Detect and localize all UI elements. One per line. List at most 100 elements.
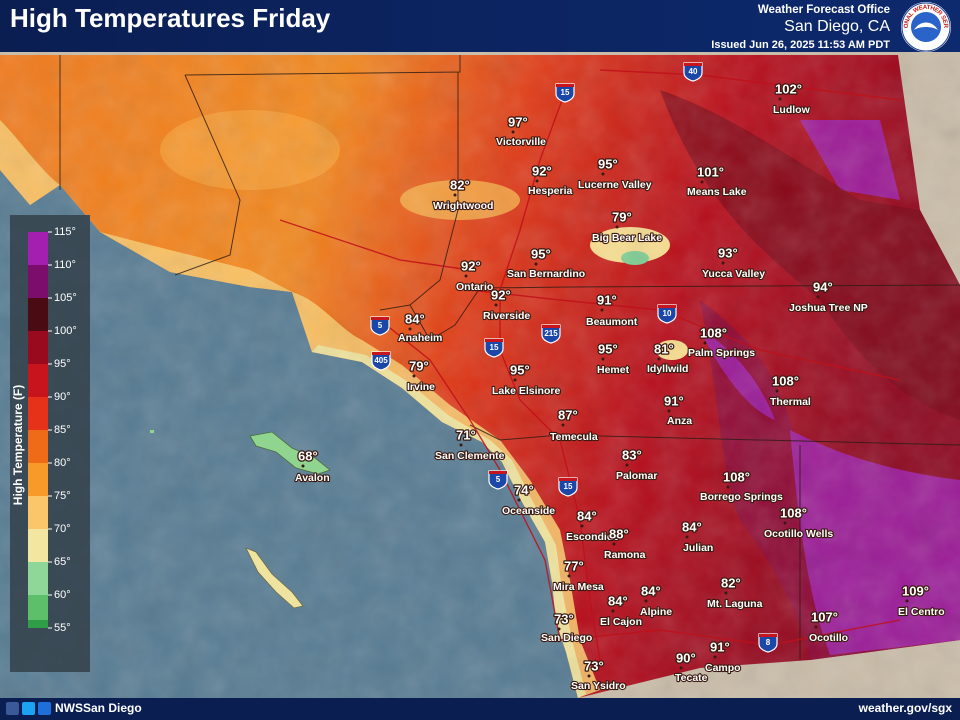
city-dot — [601, 172, 605, 176]
city: 79° Big Bear Lake — [591, 208, 663, 245]
city-dot — [679, 666, 683, 670]
city-temp: 73° — [584, 658, 604, 673]
highway-shield: 10 — [657, 304, 677, 324]
shield-shape — [484, 338, 504, 358]
city: 77° Mira Mesa — [552, 557, 605, 594]
shield-cap — [759, 634, 777, 637]
city: 83° Palomar — [615, 446, 659, 483]
twitter-icon — [22, 702, 35, 715]
legend-swatch — [28, 331, 48, 364]
shield-cap — [372, 352, 390, 355]
highway-shield: 5 — [370, 316, 390, 336]
city-temp: 84° — [405, 311, 425, 326]
shield-cap — [556, 84, 574, 87]
city: 107° Ocotillo — [808, 608, 849, 645]
city: 73° San Diego — [540, 610, 594, 645]
city-dot — [301, 464, 305, 468]
footer-website: weather.gov/sgx — [858, 701, 953, 715]
city: 74° Oceanside — [501, 481, 556, 518]
shield-shape — [555, 83, 575, 103]
city-name: Anza — [667, 415, 692, 427]
legend-label: 90° — [54, 391, 71, 403]
shield-shape — [758, 633, 778, 653]
city: 95° San Bernardino — [506, 245, 586, 281]
city-dot — [601, 357, 605, 361]
city-dot — [535, 179, 539, 183]
city-name: Idyllwild — [647, 363, 688, 375]
island-small — [150, 430, 154, 433]
shield-number: 15 — [564, 482, 573, 491]
footer-handle: NWSSan Diego — [55, 701, 142, 715]
legend: 115° 110° 105° 100° 95° 90° 85° 80° 75° 70° 65° 60°… — [28, 226, 77, 634]
city-name: Borrego Springs — [700, 491, 783, 503]
shield-number: 15 — [561, 88, 570, 97]
city-dot — [587, 674, 591, 678]
city-temp: 92° — [491, 287, 511, 302]
legend-swatch — [28, 232, 48, 265]
city-name: Mira Mesa — [553, 581, 604, 593]
city-dot — [775, 389, 779, 393]
city: 108° Palm Springs — [687, 324, 756, 360]
city-name: Wrightwood — [433, 200, 493, 212]
city-temp: 108° — [723, 469, 750, 484]
city: 94° Joshua Tree NP — [788, 278, 869, 315]
city: 92° Riverside — [482, 286, 532, 323]
shield-shape — [657, 304, 677, 324]
city-temp: 84° — [577, 508, 597, 523]
legend-swatch — [28, 529, 48, 562]
city-temp: 84° — [608, 593, 628, 608]
city-dot — [814, 625, 818, 629]
city: 108° Borrego Springs — [699, 468, 784, 504]
cities: 102° Ludlow 97° Victorville 92° Hesperia 95° Lu… — [294, 80, 946, 693]
city: 68° Avalon — [294, 447, 331, 485]
legend-label: 95° — [54, 358, 71, 370]
city: 84° El Cajon — [599, 592, 643, 629]
city: 84° Julian — [681, 518, 715, 555]
city: 91° Beaumont — [585, 291, 639, 329]
highway-shields: 40 15 5 405 215 15 10 5 15 8 — [370, 62, 778, 653]
city-temp: 95° — [598, 156, 618, 171]
city: 79° Irvine — [406, 357, 436, 394]
city: 91° Campo — [704, 638, 742, 675]
city-dot — [611, 609, 615, 613]
city-dot — [517, 498, 521, 502]
shield-cap — [542, 325, 560, 328]
legend-swatch — [28, 397, 48, 430]
shield-shape — [371, 351, 391, 371]
shield-number: 215 — [544, 329, 558, 338]
city: 95° Hemet — [596, 340, 631, 377]
city-name: Joshua Tree NP — [789, 302, 868, 314]
city: 92° Ontario — [455, 257, 495, 294]
city: 109° El Centro — [897, 582, 946, 619]
city-name: Julian — [683, 542, 713, 554]
city-temp: 92° — [461, 258, 481, 273]
city: 93° Yucca Valley — [701, 244, 766, 281]
city: 73° San Ysidro — [570, 657, 627, 693]
legend-label: 80° — [54, 457, 71, 469]
legend-swatch — [28, 562, 48, 595]
city-name: Irvine — [407, 381, 435, 393]
city-temp: 90° — [676, 650, 696, 665]
legend-box — [10, 215, 90, 672]
city-name: Oceanside — [502, 505, 555, 517]
highway-shield: 15 — [555, 83, 575, 103]
city: 102° Ludlow — [772, 80, 812, 117]
city-dot — [778, 97, 782, 101]
city-dot — [464, 274, 468, 278]
terrain-texture — [0, 55, 960, 700]
city: 95° Lake Elsinore — [491, 361, 562, 398]
city-temp: 102° — [775, 81, 802, 96]
city-name: Hemet — [597, 364, 630, 376]
city-temp: 68° — [298, 448, 318, 463]
youtube-icon — [38, 702, 51, 715]
city-temp: 95° — [531, 246, 551, 261]
city-temp: 108° — [700, 325, 727, 340]
issued: Issued Jun 26, 2025 11:53 AM PDT — [711, 39, 890, 51]
city-dot — [783, 521, 787, 525]
city-name: Lake Elsinore — [492, 385, 560, 397]
city-temp: 82° — [450, 177, 470, 192]
legend-label: 70° — [54, 523, 71, 535]
shield-cap — [658, 305, 676, 308]
city: 82° Wrightwood — [432, 176, 495, 213]
city-temp: 82° — [721, 575, 741, 590]
